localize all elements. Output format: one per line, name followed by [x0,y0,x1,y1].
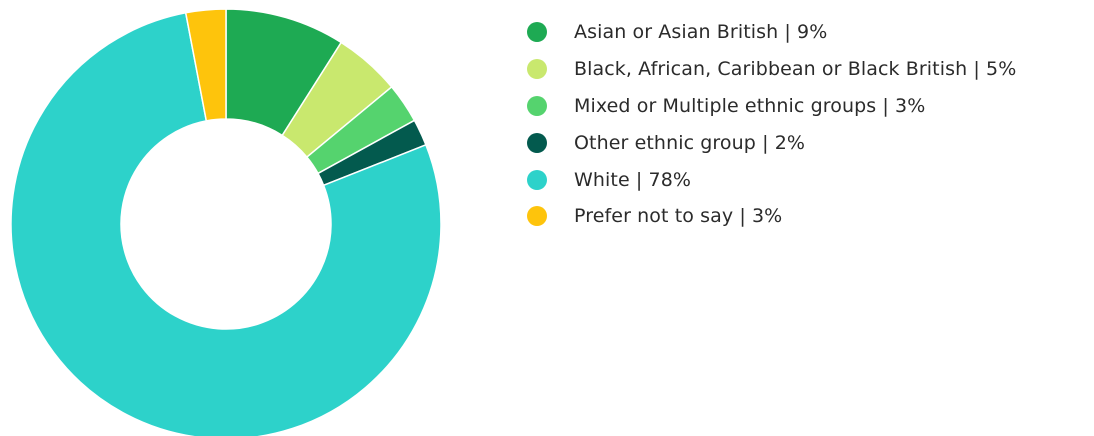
slice-white [10,11,442,436]
legend-item-mixed-or-multiple-ethnic-groups: Mixed or Multiple ethnic groups | 3% [527,88,1016,125]
slice-prefer-not-to-say [184,8,227,122]
legend-item-asian-or-asian-british: Asian or Asian British | 9% [527,14,1016,51]
legend-item-prefer-not-to-say: Prefer not to say | 3% [527,198,1016,235]
legend-swatch [527,169,547,190]
legend-item-other-ethnic-group: Other ethnic group | 2% [527,124,1016,161]
chart-legend: Asian or Asian British | 9% Black, Africa… [527,14,1016,235]
legend-label: Asian or Asian British | 9% [574,21,828,44]
donut-chart [10,8,442,436]
legend-swatch [527,59,547,80]
legend-swatch [527,22,547,43]
legend-swatch [527,132,547,153]
legend-label: White | 78% [574,168,692,191]
legend-swatch [527,95,547,116]
legend-swatch [527,206,547,227]
legend-item-white: White | 78% [527,161,1016,198]
legend-label: Mixed or Multiple ethnic groups | 3% [574,94,926,117]
legend-label: Prefer not to say | 3% [574,205,783,228]
legend-label: Black, African, Caribbean or Black Briti… [574,58,1017,81]
legend-item-black-african-caribbean-or-black-british: Black, African, Caribbean or Black Briti… [527,51,1016,88]
legend-label: Other ethnic group | 2% [574,131,806,154]
